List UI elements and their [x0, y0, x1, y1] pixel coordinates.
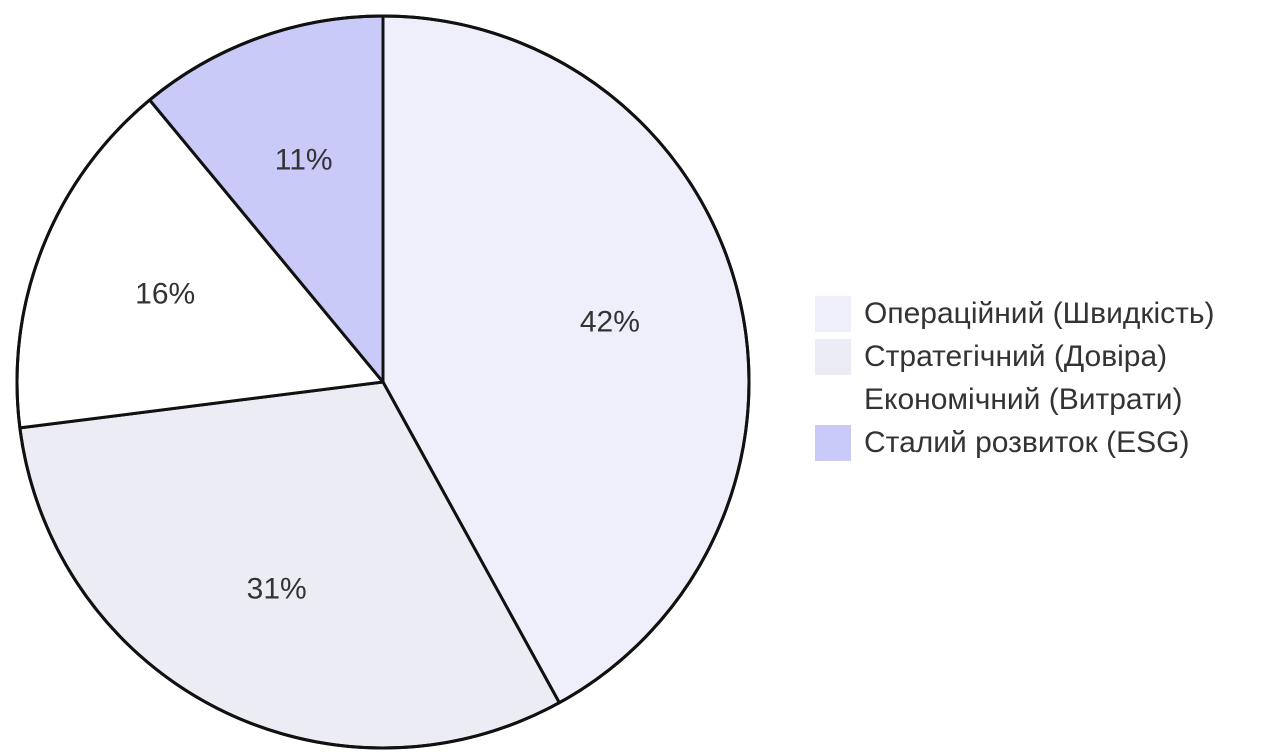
legend-label: Сталий розвиток (ESG): [864, 425, 1190, 459]
legend-item: Стратегічний (Довіра): [815, 335, 1270, 378]
legend-item: Операційний (Швидкість): [815, 292, 1270, 335]
legend-swatch: [815, 424, 851, 461]
pie-slice-label-1: 31%: [247, 573, 307, 606]
pie-slice-label-0: 42%: [580, 306, 640, 339]
legend-item: Сталий розвиток (ESG): [815, 421, 1270, 464]
legend: Операційний (Швидкість) Стратегічний (Дов…: [815, 292, 1270, 464]
legend-label: Стратегічний (Довіра): [864, 339, 1168, 373]
pie-slice-labels: 42% 31% 16% 11%: [135, 144, 640, 606]
pie-outline: [15, 14, 751, 750]
legend-label: Операційний (Швидкість): [864, 296, 1215, 330]
legend-swatch: [815, 381, 851, 418]
pie-slices: [15, 14, 751, 750]
legend-swatch: [815, 338, 851, 375]
legend-label: Економічний (Витрати): [864, 382, 1183, 416]
legend-swatch: [815, 295, 851, 332]
pie-slice-label-3: 11%: [275, 144, 333, 177]
legend-item: Економічний (Витрати): [815, 378, 1270, 421]
pie-slice-label-2: 16%: [135, 278, 195, 311]
